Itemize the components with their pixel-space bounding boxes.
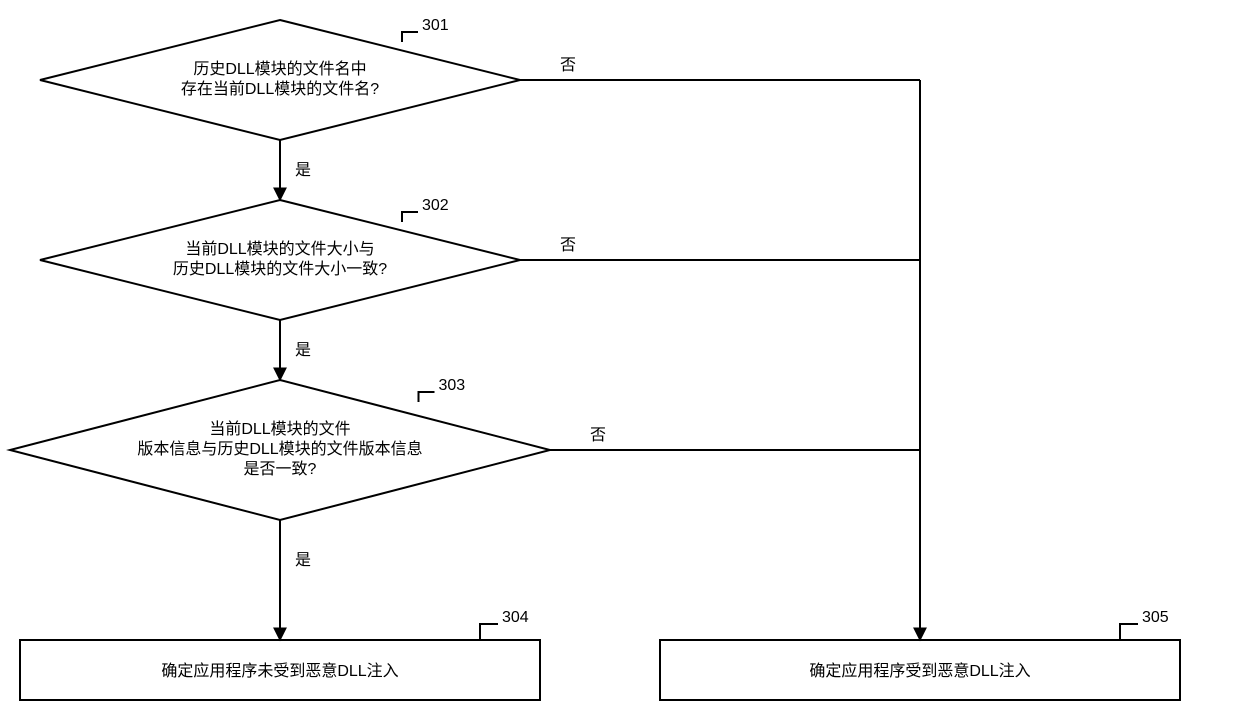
edge-label: 否 [590,427,606,444]
edge-label: 否 [560,57,576,74]
svg-text:当前DLL模块的文件: 当前DLL模块的文件 [209,420,350,438]
d3: 当前DLL模块的文件版本信息与历史DLL模块的文件版本信息是否一致? 303 [10,377,550,520]
edge-label: 是 [295,552,311,569]
svg-text:当前DLL模块的文件大小与: 当前DLL模块的文件大小与 [185,240,374,258]
d1-ref: 301 [422,17,449,34]
svg-text:存在当前DLL模块的文件名?: 存在当前DLL模块的文件名? [181,80,379,98]
svg-text:版本信息与历史DLL模块的文件版本信息: 版本信息与历史DLL模块的文件版本信息 [137,440,422,458]
svg-text:历史DLL模块的文件名中: 历史DLL模块的文件名中 [193,60,366,78]
d1: 历史DLL模块的文件名中存在当前DLL模块的文件名? 301 [40,17,520,140]
svg-text:是否一致?: 是否一致? [244,460,317,478]
d3-ref: 303 [439,377,466,394]
d2-ref: 302 [422,197,449,214]
svg-text:历史DLL模块的文件大小一致?: 历史DLL模块的文件大小一致? [173,260,387,278]
r5-ref: 305 [1142,609,1169,626]
edge-label: 是 [295,162,311,179]
d2: 当前DLL模块的文件大小与历史DLL模块的文件大小一致? 302 [40,197,520,320]
svg-text:确定应用程序未受到恶意DLL注入: 确定应用程序未受到恶意DLL注入 [161,661,398,680]
edge-label: 是 [295,342,311,359]
svg-text:确定应用程序受到恶意DLL注入: 确定应用程序受到恶意DLL注入 [809,661,1030,680]
r4-ref: 304 [502,609,529,626]
edge-label: 否 [560,237,576,254]
